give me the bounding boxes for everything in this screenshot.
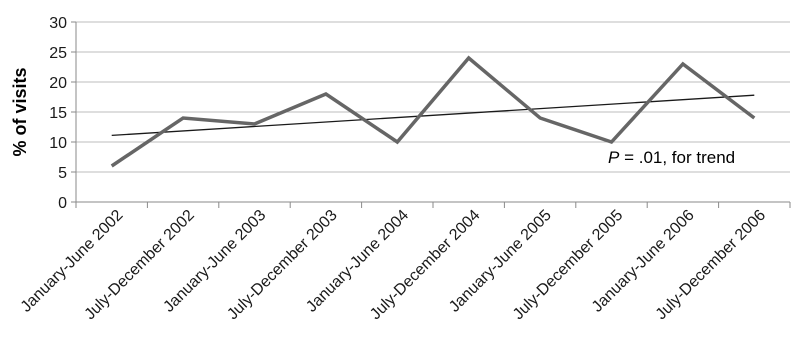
y-tick-label: 0 (58, 195, 67, 212)
series-line (110, 55, 756, 168)
y-tick-label: 15 (49, 105, 67, 122)
y-tick-label: 30 (49, 15, 67, 32)
y-tick-label: 10 (49, 135, 67, 152)
y-tick-label: 5 (58, 165, 67, 182)
annotation-text: = .01, for trend (619, 148, 735, 167)
y-tick-label: 20 (49, 75, 67, 92)
annotation-p: P (608, 148, 620, 167)
axes (71, 21, 791, 208)
gridlines (76, 21, 790, 173)
trend-annotation: P = .01, for trend (608, 148, 735, 167)
series-group (110, 55, 756, 168)
y-axis-title: % of visits (10, 67, 30, 156)
y-tick-labels: 0 5 10 15 20 25 30 (49, 15, 67, 212)
y-tick-label: 25 (49, 45, 67, 62)
